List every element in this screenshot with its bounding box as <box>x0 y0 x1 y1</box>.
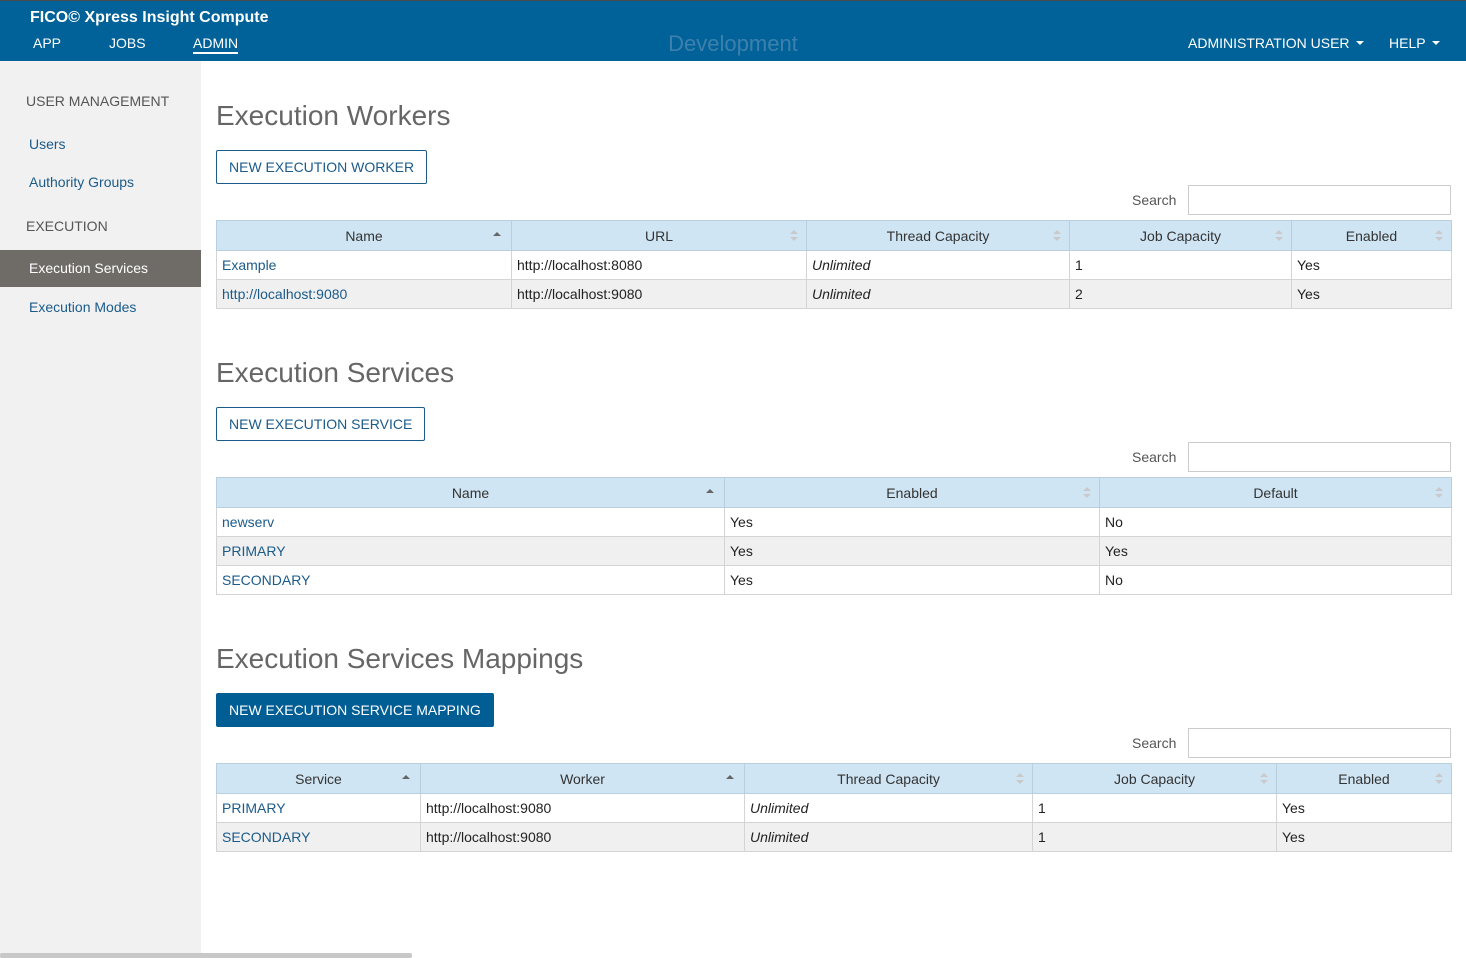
user-menu[interactable]: ADMINISTRATION USER <box>1188 35 1364 51</box>
sort-icon <box>1016 773 1024 785</box>
service-name-link[interactable]: PRIMARY <box>216 536 725 566</box>
table-cell: No <box>1099 565 1452 595</box>
table-cell: 1 <box>1032 793 1277 823</box>
table-cell: Unlimited <box>806 279 1070 309</box>
sort-icon <box>1275 230 1283 242</box>
table-cell: Yes <box>724 536 1100 566</box>
table-cell: http://localhost:8080 <box>511 250 807 280</box>
sidebar-heading-user-management: USER MANAGEMENT <box>26 93 170 109</box>
new-execution-service-button[interactable]: NEW EXECUTION SERVICE <box>216 407 426 441</box>
nav-app[interactable]: APP <box>33 35 62 51</box>
sidebar-item-authority-groups[interactable]: Authority Groups <box>29 174 135 190</box>
column-header-enabled[interactable]: Enabled <box>1291 220 1452 251</box>
table-cell: Yes <box>724 565 1100 595</box>
workers-search-input[interactable] <box>1188 185 1451 215</box>
mappings-search-label: Search <box>1132 735 1177 751</box>
column-header-service[interactable]: Service <box>216 763 421 794</box>
table-cell: Yes <box>1276 822 1452 852</box>
column-header-enabled[interactable]: Enabled <box>724 477 1100 508</box>
horizontal-scrollbar[interactable] <box>0 953 412 958</box>
sort-asc-icon <box>402 775 410 779</box>
column-header-thread-capacity[interactable]: Thread Capacity <box>806 220 1070 251</box>
table-row: SECONDARY Yes No <box>216 565 1452 595</box>
column-header-name[interactable]: Name <box>216 477 725 508</box>
table-cell: http://localhost:9080 <box>511 279 807 309</box>
table-cell: 1 <box>1032 822 1277 852</box>
new-execution-worker-button[interactable]: NEW EXECUTION WORKER <box>216 150 428 184</box>
table-cell: 2 <box>1069 279 1292 309</box>
table-cell: Unlimited <box>744 793 1033 823</box>
help-menu[interactable]: HELP <box>1389 35 1440 51</box>
table-cell: Yes <box>1276 793 1452 823</box>
nav-jobs[interactable]: JOBS <box>109 35 146 51</box>
table-row: newserv Yes No <box>216 507 1452 537</box>
column-header-worker[interactable]: Worker <box>420 763 745 794</box>
service-name-link[interactable]: SECONDARY <box>216 565 725 595</box>
table-row: Example http://localhost:8080 Unlimited … <box>216 250 1452 280</box>
sort-icon <box>1083 487 1091 499</box>
sort-icon <box>1260 773 1268 785</box>
column-header-default[interactable]: Default <box>1099 477 1452 508</box>
sort-icon <box>790 230 798 242</box>
table-cell: No <box>1099 507 1452 537</box>
nav-admin[interactable]: ADMIN <box>193 35 239 54</box>
sidebar-item-users[interactable]: Users <box>29 136 66 152</box>
services-table: Name Enabled Default newserv Yes No PRIM… <box>216 477 1452 595</box>
sort-icon <box>1053 230 1061 242</box>
worker-name-link[interactable]: http://localhost:9080 <box>216 279 512 309</box>
column-header-enabled[interactable]: Enabled <box>1276 763 1452 794</box>
workers-table: Name URL Thread Capacity Job Capacity En… <box>216 220 1452 309</box>
column-header-name[interactable]: Name <box>216 220 512 251</box>
table-cell: Yes <box>1291 250 1452 280</box>
sidebar-item-execution-modes[interactable]: Execution Modes <box>29 299 137 315</box>
table-cell: Yes <box>724 507 1100 537</box>
sort-asc-icon <box>706 489 714 493</box>
table-cell: Unlimited <box>806 250 1070 280</box>
sidebar-item-execution-services[interactable]: Execution Services <box>0 250 201 287</box>
sidebar: USER MANAGEMENT Users Authority Groups E… <box>0 61 201 958</box>
table-row: PRIMARY http://localhost:9080 Unlimited … <box>216 793 1452 823</box>
caret-down-icon <box>1431 41 1440 45</box>
table-cell: http://localhost:9080 <box>420 822 745 852</box>
column-header-thread-capacity[interactable]: Thread Capacity <box>744 763 1033 794</box>
app-title: FICO© Xpress Insight Compute <box>30 9 269 26</box>
table-cell: Yes <box>1291 279 1452 309</box>
column-header-job-capacity[interactable]: Job Capacity <box>1069 220 1292 251</box>
mappings-table: Service Worker Thread Capacity Job Capac… <box>216 763 1452 852</box>
top-navbar: FICO© Xpress Insight Compute APP JOBS AD… <box>0 0 1466 61</box>
mappings-search-input[interactable] <box>1188 728 1451 758</box>
column-header-url[interactable]: URL <box>511 220 807 251</box>
worker-name-link[interactable]: Example <box>216 250 512 280</box>
table-row: http://localhost:9080 http://localhost:9… <box>216 279 1452 309</box>
table-row: PRIMARY Yes Yes <box>216 536 1452 566</box>
sort-asc-icon <box>726 775 734 779</box>
execution-workers-title: Execution Workers <box>216 100 451 131</box>
table-cell: Unlimited <box>744 822 1033 852</box>
help-menu-label: HELP <box>1389 35 1426 51</box>
sort-icon <box>1435 230 1443 242</box>
sort-icon <box>1435 487 1443 499</box>
sort-asc-icon <box>493 232 501 236</box>
column-header-job-capacity[interactable]: Job Capacity <box>1032 763 1277 794</box>
workers-search-label: Search <box>1132 192 1177 208</box>
mapping-service-link[interactable]: PRIMARY <box>216 793 421 823</box>
table-cell: Yes <box>1099 536 1452 566</box>
mapping-service-link[interactable]: SECONDARY <box>216 822 421 852</box>
services-search-label: Search <box>1132 449 1177 465</box>
services-search-input[interactable] <box>1188 442 1451 472</box>
table-row: SECONDARY http://localhost:9080 Unlimite… <box>216 822 1452 852</box>
table-cell: http://localhost:9080 <box>420 793 745 823</box>
service-name-link[interactable]: newserv <box>216 507 725 537</box>
new-execution-service-mapping-button[interactable]: NEW EXECUTION SERVICE MAPPING <box>216 693 494 727</box>
execution-services-mappings-title: Execution Services Mappings <box>216 643 584 674</box>
table-cell: 1 <box>1069 250 1292 280</box>
caret-down-icon <box>1355 41 1364 45</box>
user-menu-label: ADMINISTRATION USER <box>1188 35 1350 51</box>
sort-icon <box>1435 773 1443 785</box>
execution-services-title: Execution Services <box>216 357 455 388</box>
sidebar-heading-execution: EXECUTION <box>26 218 108 234</box>
